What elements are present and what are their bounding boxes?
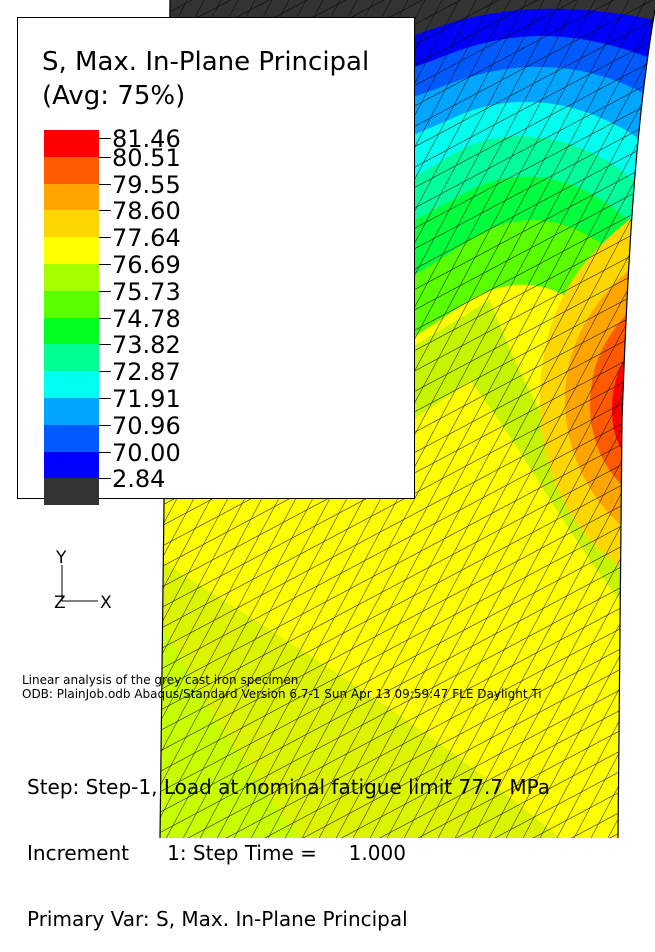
legend-swatch bbox=[44, 478, 99, 506]
specimen-right-edge bbox=[617, 9, 655, 838]
legend-tick-label: 71.91 bbox=[112, 385, 181, 413]
legend-tick bbox=[99, 264, 111, 265]
job-description: Linear analysis of the grey cast iron sp… bbox=[22, 673, 299, 687]
legend-swatch bbox=[44, 130, 99, 157]
legend-color-bar: 81.46 80.51 79.55 78.60 77.64 76.69 75.73 74.78… bbox=[44, 127, 181, 506]
legend-swatch bbox=[44, 451, 99, 479]
legend-tick bbox=[99, 237, 111, 239]
legend-tick-label: 78.60 bbox=[112, 197, 181, 226]
legend-tick-label: 79.55 bbox=[112, 170, 181, 199]
legend-tick bbox=[99, 210, 111, 212]
legend-tick-label: 76.69 bbox=[112, 251, 181, 279]
legend-swatch bbox=[44, 183, 99, 211]
step-status: Step: Step-1, Load at nominal fatigue li… bbox=[27, 732, 550, 952]
legend-tick bbox=[99, 138, 111, 139]
triad-y-label: Y bbox=[55, 548, 67, 568]
job-info: Linear analysis of the grey cast iron sp… bbox=[22, 673, 542, 701]
legend-swatch bbox=[44, 290, 99, 318]
legend-swatch bbox=[44, 156, 99, 184]
legend-tick-label: 77.64 bbox=[112, 224, 181, 253]
legend-tick-label: 70.96 bbox=[112, 411, 181, 440]
legend-tick bbox=[99, 156, 111, 158]
legend-tick-label: 81.46 bbox=[112, 125, 181, 153]
increment-line: Increment 1: Step Time = 1.000 bbox=[27, 841, 406, 865]
contour-legend: S, Max. In-Plane Principal (Avg: 75%) 81… bbox=[17, 17, 415, 506]
legend-swatch bbox=[44, 397, 99, 425]
legend-tick-label: 70.00 bbox=[112, 438, 181, 467]
triad-x-label: X bbox=[100, 593, 112, 613]
triad-z-label: Z bbox=[54, 593, 66, 613]
legend-tick-label: 2.84 bbox=[112, 465, 166, 494]
legend-swatch bbox=[44, 263, 99, 291]
primary-var-line: Primary Var: S, Max. In-Plane Principal bbox=[27, 907, 408, 931]
legend-swatch bbox=[44, 317, 99, 345]
legend-tick-label: 75.73 bbox=[112, 277, 181, 306]
legend-tick bbox=[99, 344, 111, 346]
legend-subtitle: (Avg: 75%) bbox=[42, 81, 186, 111]
legend-tick-label: 74.78 bbox=[112, 304, 181, 333]
legend-swatch bbox=[44, 371, 99, 398]
legend-tick bbox=[99, 290, 111, 292]
legend-swatch bbox=[44, 237, 99, 264]
legend-swatch bbox=[44, 424, 99, 452]
legend-tick bbox=[99, 451, 111, 453]
legend-tick bbox=[99, 371, 111, 373]
legend-tick-label: 80.51 bbox=[112, 143, 181, 172]
legend-tick bbox=[99, 317, 111, 319]
legend-title: S, Max. In-Plane Principal bbox=[42, 47, 370, 77]
legend-tick-label: 73.82 bbox=[112, 331, 181, 360]
odb-info: ODB: PlainJob.odb Abaqus/Standard Versio… bbox=[22, 687, 542, 701]
legend-tick bbox=[99, 398, 111, 399]
axis-triad: Y Z X bbox=[54, 548, 112, 613]
legend-tick bbox=[99, 478, 111, 480]
legend-tick-label: 72.87 bbox=[112, 358, 181, 387]
legend-swatch bbox=[44, 344, 99, 372]
legend-tick bbox=[99, 424, 111, 426]
legend-swatch bbox=[44, 210, 99, 238]
legend-tick bbox=[99, 183, 111, 185]
step-line: Step: Step-1, Load at nominal fatigue li… bbox=[27, 775, 551, 799]
